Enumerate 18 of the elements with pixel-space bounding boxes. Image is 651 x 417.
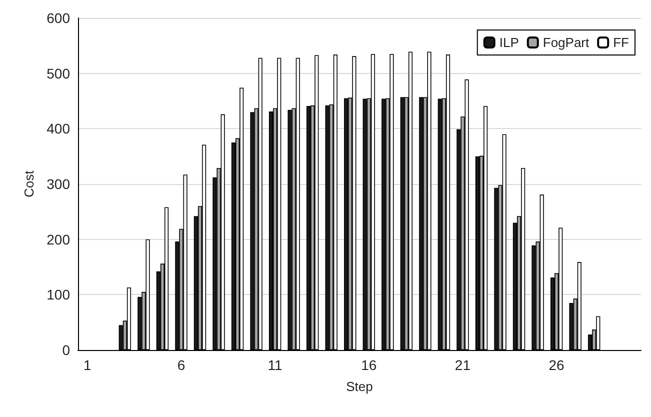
- x-axis-title: Step: [346, 379, 373, 394]
- legend-label: FogPart: [542, 35, 590, 50]
- y-tick-label: 600: [46, 10, 70, 26]
- x-tick-label: 1: [83, 357, 92, 373]
- y-tick-label: 500: [46, 65, 70, 82]
- y-tick-label: 300: [46, 176, 70, 192]
- legend-label: ILP: [499, 35, 519, 50]
- y-tick-label: 0: [62, 342, 70, 358]
- y-tick-label: 100: [46, 286, 70, 303]
- x-tick-label: 11: [268, 357, 283, 373]
- x-tick-label: 6: [177, 357, 186, 373]
- x-tick-label: 16: [361, 357, 377, 373]
- y-tick-label: 400: [46, 120, 70, 137]
- y-tick-label: 200: [46, 231, 70, 248]
- legend-label: FF: [613, 35, 630, 50]
- y-axis-title: Cost: [22, 170, 37, 198]
- x-tick-label: 21: [454, 357, 471, 373]
- x-tick-label: 26: [548, 357, 565, 373]
